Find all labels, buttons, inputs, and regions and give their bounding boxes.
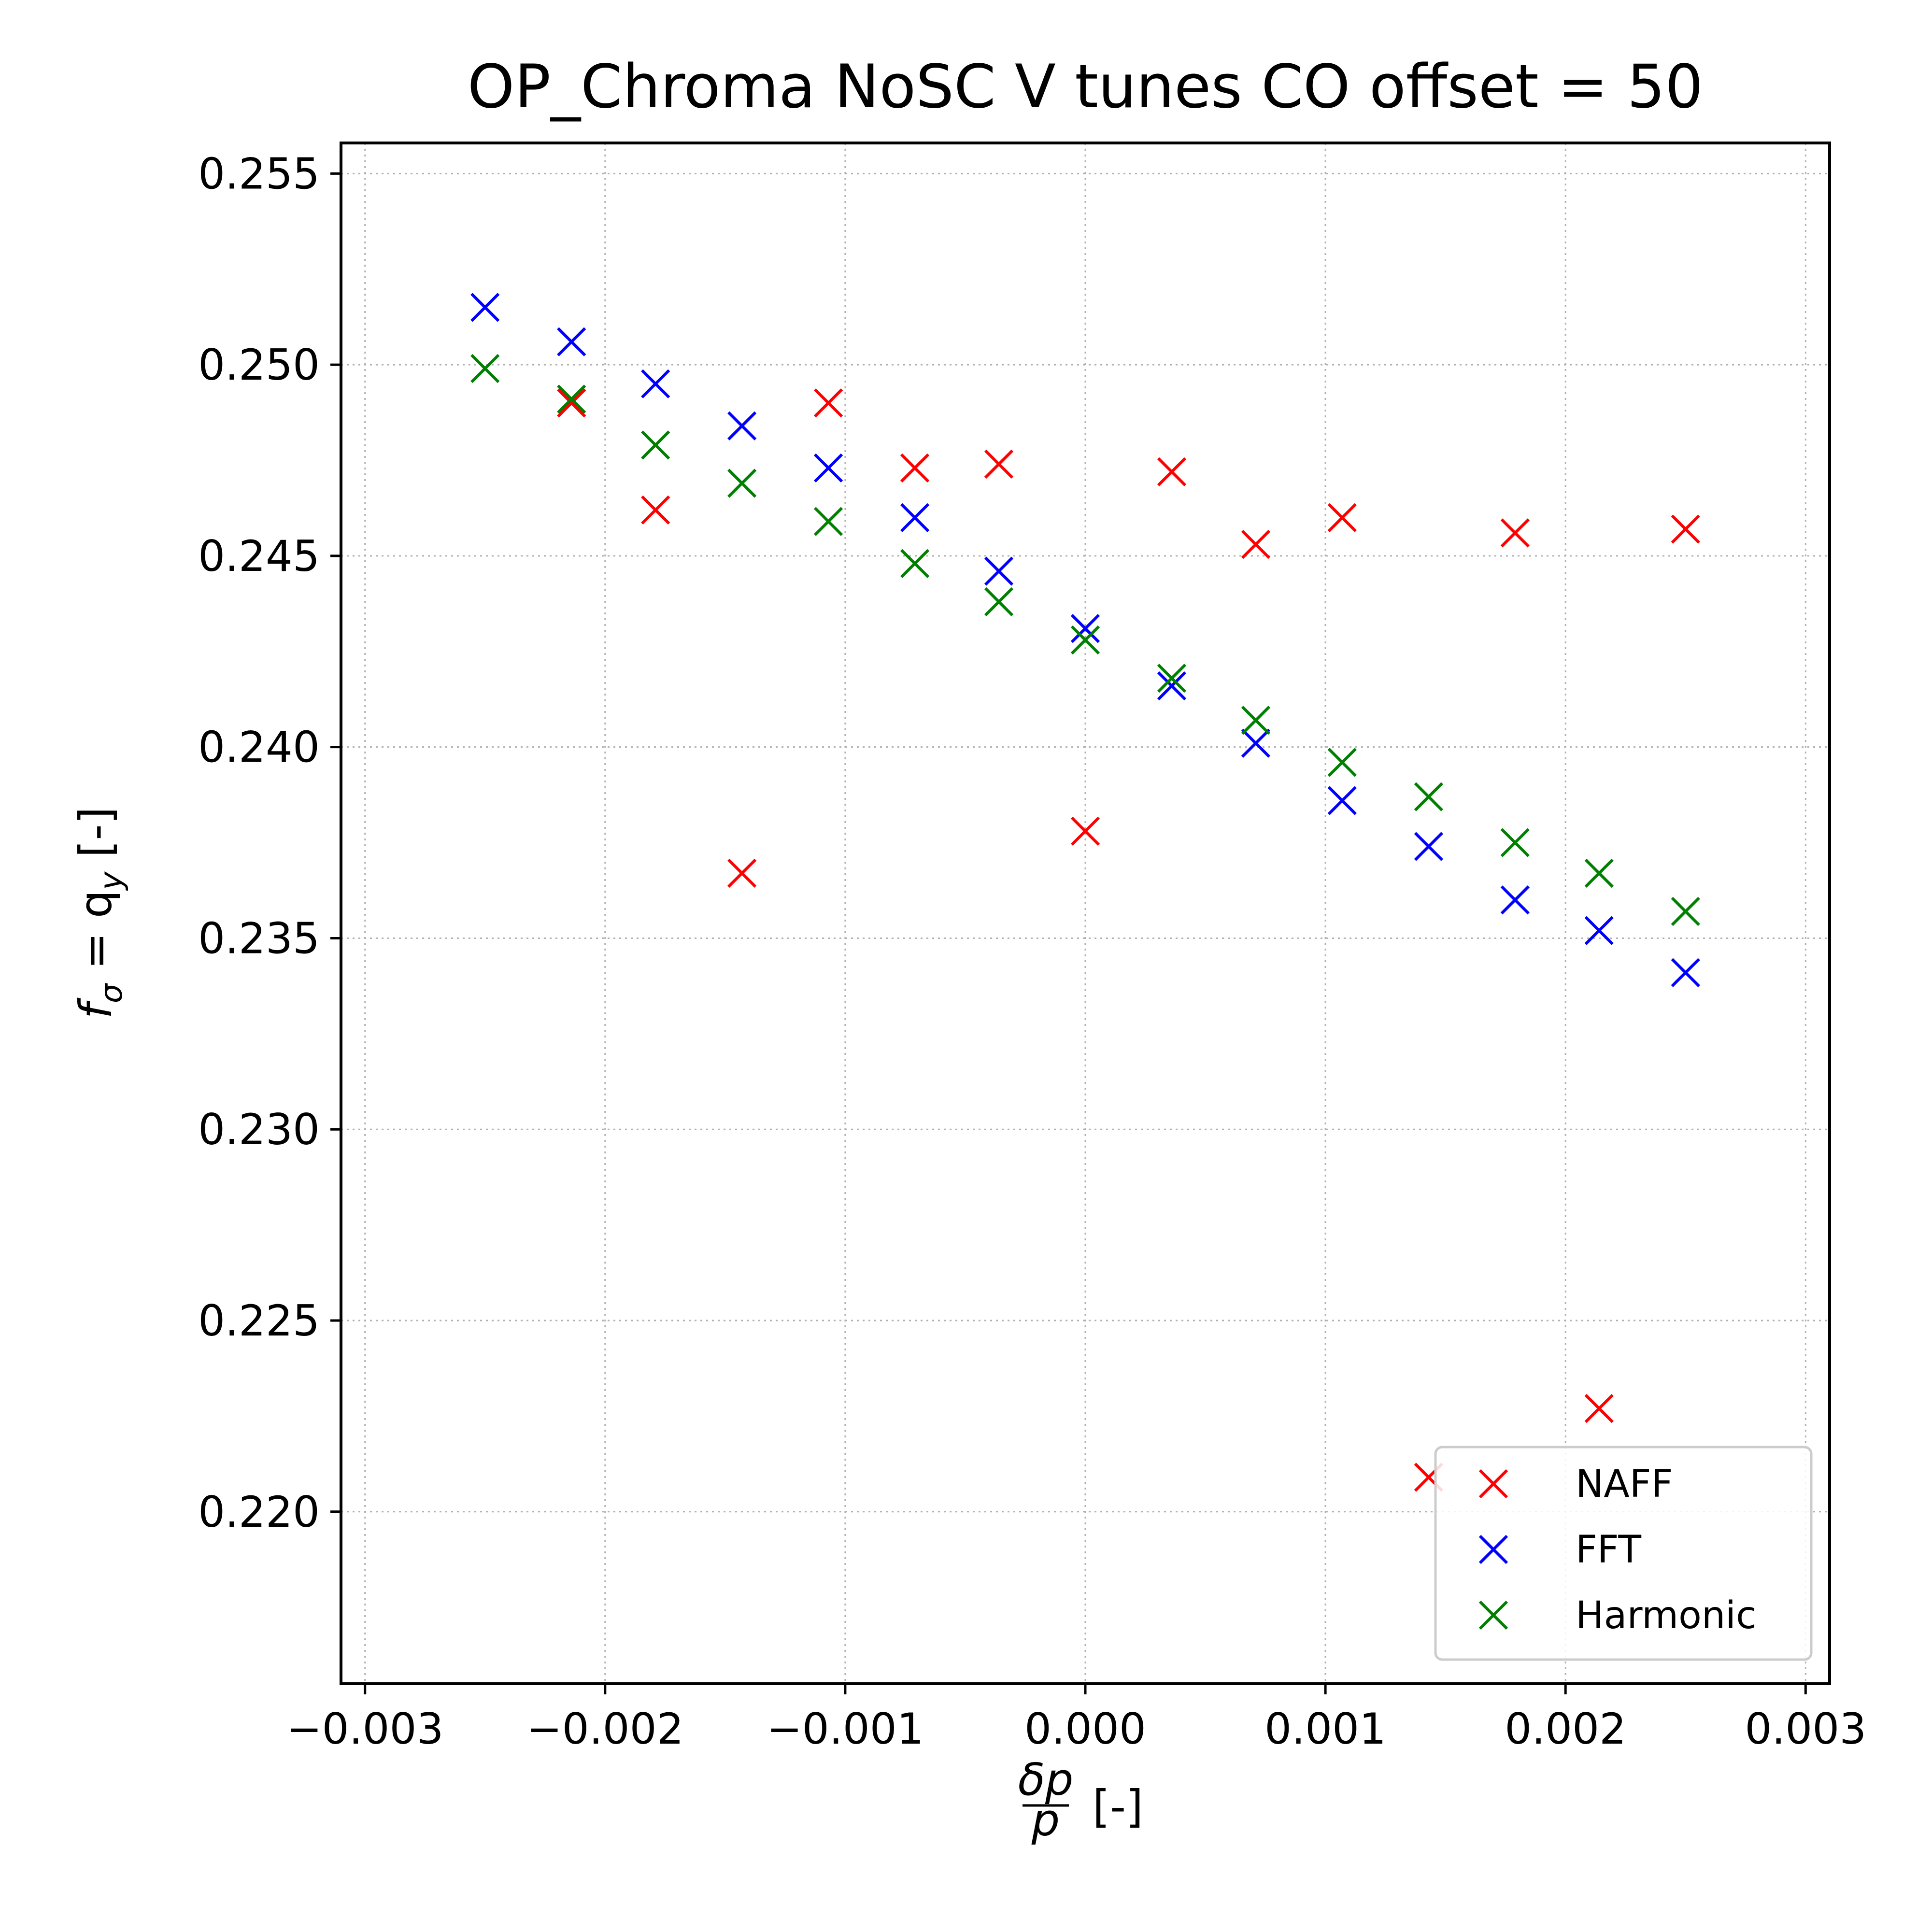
point-fft (1157, 671, 1187, 701)
point-harmonic (1671, 896, 1700, 926)
point-harmonic (727, 469, 757, 498)
legend-marker-harmonic (1478, 1600, 1508, 1630)
legend-label-fft: FFT (1576, 1528, 1641, 1572)
point-naff (984, 449, 1014, 479)
y-axis-label: fσ = qy [-] (70, 807, 129, 1019)
point-harmonic (813, 507, 843, 536)
y-tick-label: 0.235 (198, 913, 320, 963)
x-axis-label-denominator: p (1031, 1794, 1060, 1846)
point-naff (1070, 816, 1100, 846)
x-axis: −0.003 −0.002 −0.001 0.000 0.001 0.002 0.003 (286, 1684, 1866, 1754)
x-axis-label: δp p [-] (1018, 1754, 1143, 1846)
plot-frame (340, 142, 1831, 1685)
point-fft (1414, 832, 1443, 861)
point-naff (1241, 530, 1271, 559)
point-fft (557, 327, 586, 356)
point-fft (641, 369, 670, 398)
point-harmonic (641, 430, 670, 460)
point-fft (1327, 786, 1357, 815)
point-naff (1671, 514, 1700, 544)
point-harmonic (1241, 706, 1271, 735)
point-harmonic (1584, 858, 1614, 888)
legend: NAFF FFT Harmonic (1434, 1446, 1813, 1661)
point-fft (1241, 728, 1271, 758)
x-axis-label-unit: [-] (1093, 1781, 1143, 1833)
point-harmonic (1157, 664, 1187, 693)
legend-marker-naff (1478, 1469, 1508, 1499)
x-tick-label: 0.000 (1024, 1704, 1146, 1754)
legend-items: NAFF FFT Harmonic (1478, 1463, 1757, 1637)
x-tick-label: 0.001 (1264, 1704, 1386, 1754)
point-harmonic (557, 384, 586, 414)
point-fft (1584, 916, 1614, 945)
legend-marker-fft (1478, 1534, 1508, 1564)
y-tick-label: 0.240 (198, 723, 320, 772)
point-naff (641, 495, 670, 525)
point-fft (1500, 885, 1530, 915)
point-harmonic (470, 354, 500, 384)
y-tick-label: 0.245 (198, 531, 320, 581)
point-harmonic (1327, 748, 1357, 777)
point-naff (727, 858, 757, 888)
point-fft (900, 503, 930, 532)
legend-box (1434, 1446, 1813, 1661)
point-fft (727, 411, 757, 440)
x-tick-label: −0.003 (286, 1704, 444, 1754)
point-fft (1671, 958, 1700, 987)
legend-label-harmonic: Harmonic (1576, 1594, 1757, 1637)
y-tick-label: 0.250 (198, 340, 320, 390)
point-harmonic (1070, 625, 1100, 655)
series-fft (470, 293, 1700, 987)
legend-label-naff: NAFF (1576, 1463, 1673, 1506)
point-fft (1070, 614, 1100, 643)
x-tick-label: 0.003 (1745, 1704, 1866, 1754)
point-naff (557, 388, 586, 418)
x-tick-label: −0.001 (767, 1704, 924, 1754)
x-tick-label: −0.002 (526, 1704, 684, 1754)
point-harmonic (984, 587, 1014, 616)
point-harmonic (1414, 782, 1443, 811)
point-fft (813, 453, 843, 483)
chart-title: OP_Chroma NoSC V tunes CO offset = 50 (468, 52, 1703, 122)
point-naff (813, 388, 843, 418)
y-axis-label-mid: = q (70, 890, 122, 984)
point-harmonic (900, 549, 930, 578)
x-axis-label-numerator: δp (1018, 1754, 1074, 1805)
point-fft (470, 293, 500, 322)
point-naff (900, 453, 930, 483)
point-naff (1157, 457, 1187, 486)
data-points (470, 293, 1700, 1492)
y-tick-label: 0.225 (198, 1296, 320, 1346)
y-axis: 0.220 0.225 0.230 0.235 0.240 0.245 0.250 0.255 (198, 149, 341, 1537)
point-fft (984, 556, 1014, 586)
x-tick-label: 0.002 (1505, 1704, 1626, 1754)
point-naff (1584, 1393, 1614, 1423)
series-harmonic (470, 354, 1700, 926)
y-tick-label: 0.255 (198, 149, 320, 199)
point-naff (1327, 503, 1357, 532)
y-tick-label: 0.220 (198, 1487, 320, 1537)
y-tick-label: 0.230 (198, 1105, 320, 1154)
point-naff (1500, 518, 1530, 548)
point-harmonic (1500, 828, 1530, 857)
